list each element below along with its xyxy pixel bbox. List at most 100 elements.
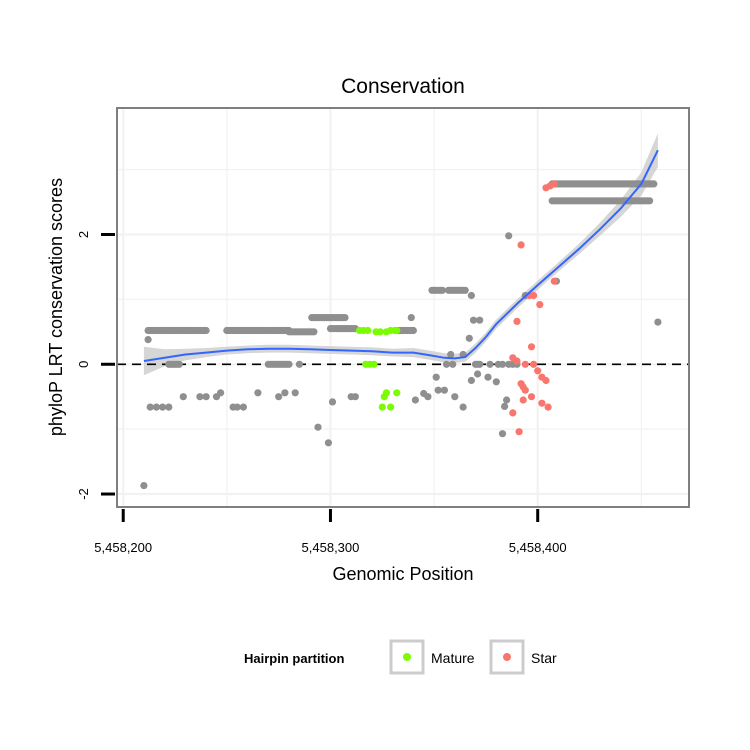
point-other xyxy=(409,326,417,335)
x-axis-title: Genomic Position xyxy=(332,564,473,584)
chart-title: Conservation xyxy=(341,75,465,98)
point-star xyxy=(519,396,527,404)
point-other xyxy=(548,197,556,205)
point-other xyxy=(654,318,662,326)
legend-label-mature: Mature xyxy=(431,650,475,666)
point-star xyxy=(509,409,517,417)
legend-point-mature xyxy=(403,653,411,661)
point-other xyxy=(646,197,654,205)
point-other xyxy=(505,232,513,240)
point-other xyxy=(202,393,210,401)
point-other xyxy=(465,334,473,342)
point-other xyxy=(196,393,204,401)
point-other xyxy=(324,439,332,447)
point-other xyxy=(503,396,511,404)
point-other xyxy=(291,389,299,397)
panel-border xyxy=(116,107,690,508)
point-mature xyxy=(378,403,386,411)
scatter-points xyxy=(140,180,662,490)
legend: Hairpin partition Mature Star xyxy=(244,639,557,675)
point-other xyxy=(484,373,492,381)
point-star xyxy=(513,357,521,365)
point-other xyxy=(486,360,494,368)
panel-background xyxy=(117,108,689,507)
point-other xyxy=(650,180,658,188)
point-other xyxy=(492,378,500,386)
point-star xyxy=(527,343,536,351)
point-star xyxy=(521,386,529,394)
smooth-confidence-ribbon xyxy=(143,133,658,376)
point-mature xyxy=(370,360,378,368)
x-tick-label: 5,458,400 xyxy=(509,540,567,555)
point-other xyxy=(467,291,475,300)
point-other xyxy=(341,314,349,322)
point-other xyxy=(165,403,173,411)
point-star xyxy=(544,403,552,411)
point-other xyxy=(295,360,303,368)
y-axis-title: phyloP LRT conservation scores xyxy=(46,178,66,436)
x-tick-label: 5,458,200 xyxy=(94,540,152,555)
point-other xyxy=(314,423,322,431)
point-other xyxy=(498,430,507,438)
x-axis: 5,458,200 5,458,300 5,458,400 xyxy=(94,509,567,555)
point-other xyxy=(424,393,432,401)
point-other xyxy=(432,373,440,381)
legend-point-star xyxy=(503,653,511,661)
point-other xyxy=(476,316,484,324)
plot-panel xyxy=(116,107,690,508)
point-other xyxy=(449,360,457,368)
point-mature xyxy=(376,328,384,336)
point-other xyxy=(144,336,152,344)
point-other xyxy=(461,286,469,294)
point-star xyxy=(521,360,529,368)
point-other xyxy=(159,403,167,411)
point-other xyxy=(411,396,419,404)
point-star xyxy=(517,241,525,249)
point-other xyxy=(202,326,210,335)
point-other xyxy=(438,286,446,294)
point-other xyxy=(459,403,467,411)
point-star xyxy=(550,180,558,188)
point-other xyxy=(467,376,475,385)
legend-key-star xyxy=(489,639,525,675)
point-other xyxy=(474,360,482,368)
point-other xyxy=(351,393,359,401)
point-other xyxy=(328,398,337,406)
point-mature xyxy=(382,389,390,397)
point-mature xyxy=(364,326,372,335)
legend-title: Hairpin partition xyxy=(244,651,344,666)
point-other xyxy=(501,402,509,410)
point-other xyxy=(146,403,154,411)
y-tick-label: 2 xyxy=(76,231,91,238)
point-star xyxy=(530,291,538,300)
point-other xyxy=(498,360,507,368)
point-other xyxy=(407,314,415,322)
point-other xyxy=(175,360,183,368)
point-star xyxy=(527,393,536,401)
point-other xyxy=(285,360,293,368)
y-tick-label: 0 xyxy=(76,361,91,368)
point-mature xyxy=(387,403,395,411)
y-axis: -2 0 2 xyxy=(76,231,115,500)
point-other xyxy=(275,393,283,401)
point-other xyxy=(254,389,262,397)
point-star xyxy=(542,376,550,385)
legend-item-star: Star xyxy=(489,639,557,675)
point-other xyxy=(440,386,448,394)
x-tick-label: 5,458,300 xyxy=(302,540,360,555)
legend-label-star: Star xyxy=(531,650,557,666)
point-mature xyxy=(393,326,401,335)
smooth-trend-line xyxy=(143,149,659,362)
point-star xyxy=(550,277,558,285)
point-star xyxy=(530,360,538,368)
point-other xyxy=(233,403,241,411)
point-star xyxy=(536,301,544,309)
y-tick-label: -2 xyxy=(76,488,91,500)
point-other xyxy=(281,389,289,397)
point-star xyxy=(513,317,521,325)
point-other xyxy=(474,370,482,378)
point-other xyxy=(310,328,318,336)
point-mature xyxy=(393,389,401,397)
point-star xyxy=(515,428,523,436)
